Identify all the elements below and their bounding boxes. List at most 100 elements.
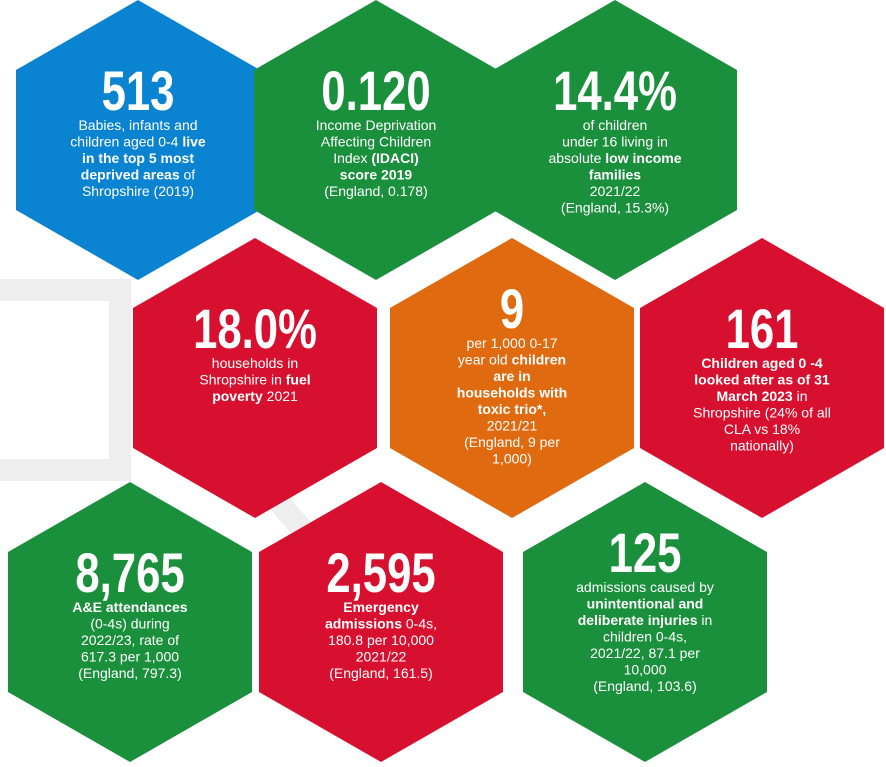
stat-line: 10,000 [624, 662, 667, 678]
text-span: (0-4s) during [90, 616, 169, 632]
stat-line: unintentional and [587, 596, 704, 612]
stat-line: 617.3 per 1,000 [81, 649, 179, 665]
hexagon [254, 0, 498, 280]
stat-line: 2021/22, 87.1 per [590, 645, 700, 661]
bold-span: Emergency [343, 599, 419, 615]
stat-line: 1,000) [492, 451, 532, 467]
text-span: nationally) [730, 438, 794, 454]
hexagon [523, 482, 767, 762]
bold-span: deliberate injuries [578, 612, 698, 628]
stat-line: March 2023 in [716, 388, 807, 404]
text-span: CLA vs 18% [724, 421, 800, 437]
stat-line: A&E attendances [72, 599, 187, 615]
stat-line: looked after as of 31 [694, 372, 830, 388]
stat-line: toxic trio*, [478, 401, 546, 417]
bold-span: are in [493, 368, 530, 384]
stat-line: poverty 2021 [212, 388, 298, 404]
stat-line: (England, 797.3) [78, 665, 182, 681]
stat-line: Babies, infants and [78, 117, 197, 133]
stat-number: 18.0% [193, 298, 317, 360]
text-span: under 16 living in [562, 134, 668, 150]
stat-line: households in [212, 355, 298, 371]
hexagon [640, 238, 884, 518]
stat-line: 2022/23, rate of [81, 632, 179, 648]
stat-line: (England, 15.3%) [561, 200, 669, 216]
stat-line: households with [457, 385, 567, 401]
hexagon [493, 0, 737, 280]
stat-line: nationally) [730, 438, 794, 454]
text-span: 2021/21 [487, 418, 538, 434]
bold-span: (IDACI) [371, 150, 418, 166]
text-span: 0-4s, [402, 616, 437, 632]
hexagon [133, 238, 377, 518]
stat-line: children 0-4s, [603, 629, 687, 645]
bold-span: March 2023 [716, 388, 792, 404]
bold-span: score 2019 [340, 167, 413, 183]
text-span: 10,000 [624, 662, 667, 678]
text-span: Income Deprivation [316, 117, 437, 133]
stat-number: 0.120 [321, 60, 430, 122]
stat-line: (0-4s) during [90, 616, 169, 632]
bold-span: low income [605, 150, 681, 166]
stat-line: (England, 161.5) [329, 665, 433, 681]
text-span: admissions caused by [576, 579, 714, 595]
bold-span: fuel [286, 372, 311, 388]
bold-span: looked after as of 31 [694, 372, 830, 388]
text-span: in [793, 388, 808, 404]
text-span: per 1,000 0-17 [466, 335, 557, 351]
stat-line: year old children [458, 352, 566, 368]
bold-span: unintentional and [587, 596, 704, 612]
stat-line: CLA vs 18% [724, 421, 800, 437]
text-span: (England, 0.178) [324, 183, 428, 199]
text-span: 1,000) [492, 451, 532, 467]
text-span: households in [212, 355, 298, 371]
bold-span: Children aged 0 -4 [701, 355, 823, 371]
stat-line: (England, 103.6) [593, 678, 697, 694]
text-span: in [698, 612, 713, 628]
hexagon [16, 0, 260, 280]
stat-line: deprived areas of [81, 167, 196, 183]
stat-line: 180.8 per 10,000 [328, 632, 434, 648]
stat-line: in the top 5 most [82, 150, 194, 166]
stat-line: 2021/21 [487, 418, 538, 434]
stat-line: admissions 0-4s, [325, 616, 437, 632]
bold-span: in the top 5 most [82, 150, 194, 166]
stat-line: under 16 living in [562, 134, 668, 150]
bold-span: children [512, 352, 566, 368]
text-span: (England, 161.5) [329, 665, 433, 681]
stat-line: of children [583, 117, 648, 133]
stat-line: Shropshire in fuel [199, 372, 310, 388]
stat-number: 125 [609, 522, 682, 584]
stat-number: 513 [102, 60, 175, 122]
stat-line: children aged 0-4 live [70, 134, 206, 150]
text-span: Affecting Children [321, 134, 431, 150]
stat-line: (England, 9 per [464, 434, 560, 450]
text-span: Shropshire (2019) [82, 183, 194, 199]
stat-number: 8,765 [75, 542, 184, 604]
text-span: (England, 9 per [464, 434, 560, 450]
text-span: of [180, 167, 196, 183]
bold-span: deprived areas [81, 167, 180, 183]
text-span: 2021/22 [590, 183, 641, 199]
bold-span: families [589, 167, 641, 183]
text-span: 2021/22, 87.1 per [590, 645, 700, 661]
bold-span: live [182, 134, 206, 150]
stat-number: 2,595 [326, 542, 435, 604]
text-span: 2021 [263, 388, 298, 404]
stat-line: are in [493, 368, 530, 384]
text-span: 2022/23, rate of [81, 632, 179, 648]
text-span: (England, 15.3%) [561, 200, 669, 216]
stat-line: deliberate injuries in [578, 612, 713, 628]
text-span: year old [458, 352, 512, 368]
text-span: Index [333, 150, 371, 166]
text-span: of children [583, 117, 648, 133]
text-span: Babies, infants and [78, 117, 197, 133]
stat-line: Index (IDACI) [333, 150, 419, 166]
